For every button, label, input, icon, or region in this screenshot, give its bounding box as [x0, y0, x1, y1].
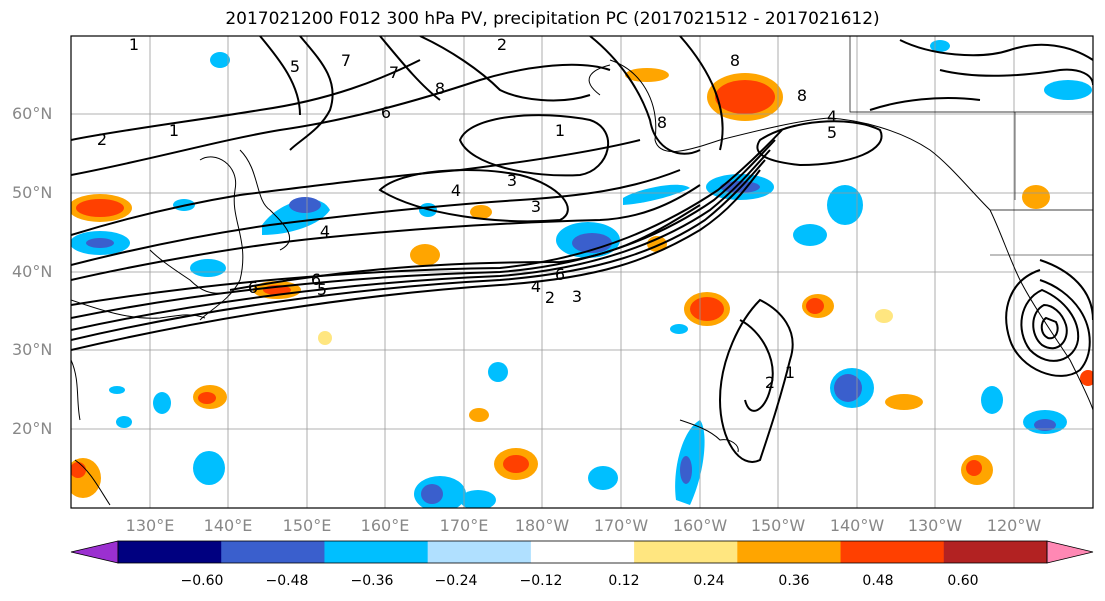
colorbar: [70, 540, 1094, 564]
contour-label: 4: [320, 222, 330, 241]
colorbar-tick-label: −0.60: [180, 573, 224, 589]
coastlines: [71, 36, 1093, 506]
contour-label: 8: [730, 51, 740, 70]
colorbar-tick-label: 0.24: [693, 573, 725, 589]
contour-label: 4: [827, 107, 837, 126]
contour-label: 5: [290, 57, 300, 76]
colorbar-segment: [221, 541, 325, 563]
colorbar-segment: [427, 541, 532, 563]
contour-label: 7: [389, 63, 399, 82]
contour-label: 6: [248, 278, 258, 297]
colorbar-segment: [324, 541, 429, 563]
colorbar-tick-label: 0.12: [608, 573, 640, 589]
colorbar-segment: [943, 541, 1048, 563]
colorbar-tick-label: −0.12: [519, 573, 563, 589]
colorbar-tick-label: −0.24: [434, 573, 478, 589]
colorbar-tick-label: −0.48: [265, 573, 309, 589]
contour-label: 2: [97, 130, 107, 149]
contour-label: 5: [317, 280, 327, 299]
lon-label: 130°E: [125, 516, 175, 535]
lon-label: 160°W: [672, 516, 728, 535]
contour-label: 2: [765, 373, 775, 392]
lon-label: 150°E: [282, 516, 332, 535]
lon-label: 130°W: [907, 516, 963, 535]
contour-label: 7: [341, 51, 351, 70]
contour-label: 4: [531, 277, 541, 296]
contour-label: 1: [785, 363, 795, 382]
contour-label: 3: [572, 287, 582, 306]
colorbar-segment: [634, 541, 738, 563]
contour-label: 1: [555, 121, 565, 140]
contour-label: 4: [451, 181, 461, 200]
colorbar-outline: [117, 540, 1048, 564]
lon-label: 170°W: [593, 516, 649, 535]
contour-label: 6: [555, 265, 565, 284]
contour-label: 8: [797, 86, 807, 105]
colorbar-segment: [840, 541, 945, 563]
pv-contours: [71, 36, 1093, 463]
lat-label: 30°N: [12, 340, 53, 359]
lon-label: 160°E: [360, 516, 410, 535]
colorbar-segment: [530, 541, 635, 563]
contour-label: 3: [507, 171, 517, 190]
lon-label: 140°W: [829, 516, 885, 535]
map-frame: [70, 35, 1094, 509]
contour-label: 1: [129, 35, 139, 54]
colorbar-tick-label: 0.48: [862, 573, 894, 589]
contour-label: 3: [531, 197, 541, 216]
colorbar-segment: [737, 541, 842, 563]
contour-labels: 1 1 1 1 2 2 2 2 3 3 3 4 4 4 4 5 5 5 6 6 …: [97, 35, 837, 392]
colorbar-extend-low: [70, 540, 119, 564]
contour-label: 8: [657, 113, 667, 132]
lon-label: 180°W: [514, 516, 570, 535]
contour-label: 6: [381, 103, 391, 122]
contour-label: 1: [169, 121, 179, 140]
contour-label: 8: [435, 79, 445, 98]
lon-label: 170°E: [439, 516, 489, 535]
colorbar-extend-high: [1046, 540, 1094, 564]
colorbar-tick-label: −0.36: [350, 573, 394, 589]
lon-label: 140°E: [203, 516, 253, 535]
contour-label: 2: [545, 288, 555, 307]
contour-label: 2: [497, 35, 507, 54]
colorbar-tick-label: 0.36: [778, 573, 810, 589]
lat-label: 60°N: [12, 104, 53, 123]
precip-anomaly-layer: [71, 40, 1093, 508]
contour-label: 5: [827, 123, 837, 142]
map-title: 2017021200 F012 300 hPa PV, precipitatio…: [225, 9, 880, 29]
lat-label: 40°N: [12, 262, 53, 281]
colorbar-segment: [118, 541, 222, 563]
lon-label: 120°W: [986, 516, 1042, 535]
lat-label: 50°N: [12, 183, 53, 202]
colorbar-tick-label: 0.60: [947, 573, 979, 589]
lon-label: 150°W: [750, 516, 806, 535]
contour-label: 6: [311, 270, 321, 289]
lat-label: 20°N: [12, 419, 53, 438]
